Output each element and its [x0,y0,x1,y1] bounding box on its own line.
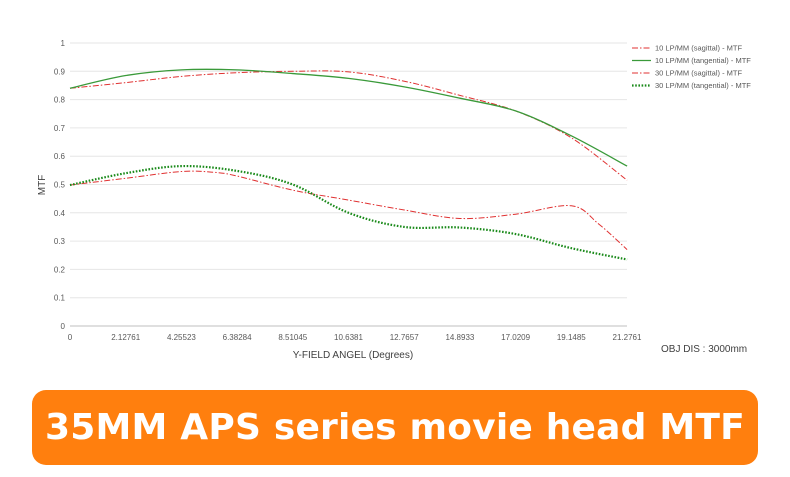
legend-entry: 30 LP/MM (sagittal) - MTF [655,69,743,78]
y-tick-label: 0.2 [54,265,66,274]
x-tick-label: 2.12761 [111,333,140,342]
y-tick-label: 0.3 [54,237,66,246]
series-line-1 [69,70,628,181]
banner-title: 35MM APS series movie head MTF [45,407,745,448]
mtf-chart: 0 0.1 0.2 0.3 0.4 0.5 0.6 0.7 0.8 0.9 1 0 2.12761 4.… [37,39,751,361]
y-tick-label: 0 [61,322,66,331]
legend-entry: 30 LP/MM (tangential) - MTF [655,81,751,90]
x-tick-label: 6.38284 [223,333,252,342]
x-tick-label: 4.25523 [167,333,196,342]
y-tick-label: 0.9 [54,67,66,76]
x-tick-label: 17.0209 [501,333,530,342]
series-line-2 [69,68,628,167]
x-axis-label: Y-FIELD ANGEL (Degrees) [293,350,413,361]
legend-entry: 10 LP/MM (sagittal) - MTF [655,44,743,53]
y-tick-label: 1 [61,39,66,48]
series-lines [69,68,628,261]
x-tick-label: 21.2761 [613,333,642,342]
x-tick-label: 8.51045 [278,333,307,342]
grid-lines [70,42,627,327]
x-tick-label: 14.8933 [445,333,474,342]
x-tick-label: 19.1485 [557,333,586,342]
y-tick-label: 0.1 [54,294,66,303]
y-axis-ticks: 0 0.1 0.2 0.3 0.4 0.5 0.6 0.7 0.8 0.9 1 [54,39,66,331]
legend-entry: 10 LP/MM (tangential) - MTF [655,56,751,65]
x-tick-label: 10.6381 [334,333,363,342]
x-tick-label: 0 [68,333,73,342]
y-axis-label: MTF [37,175,48,196]
series-line-3 [69,170,628,250]
y-tick-label: 0.7 [54,124,66,133]
series-line-4 [69,164,628,261]
x-tick-label: 12.7657 [390,333,419,342]
object-distance-note: OBJ DIS : 3000mm [661,344,748,355]
x-axis-ticks: 0 2.12761 4.25523 6.38284 8.51045 10.6381 12.7… [68,333,642,342]
title-banner: 35MM APS series movie head MTF [32,390,758,465]
y-tick-label: 0.8 [54,96,66,105]
y-tick-label: 0.6 [54,152,66,161]
legend: 10 LP/MM (sagittal) - MTF 10 LP/MM (tange… [632,44,751,90]
y-tick-label: 0.5 [54,181,66,190]
y-tick-label: 0.4 [54,209,66,218]
